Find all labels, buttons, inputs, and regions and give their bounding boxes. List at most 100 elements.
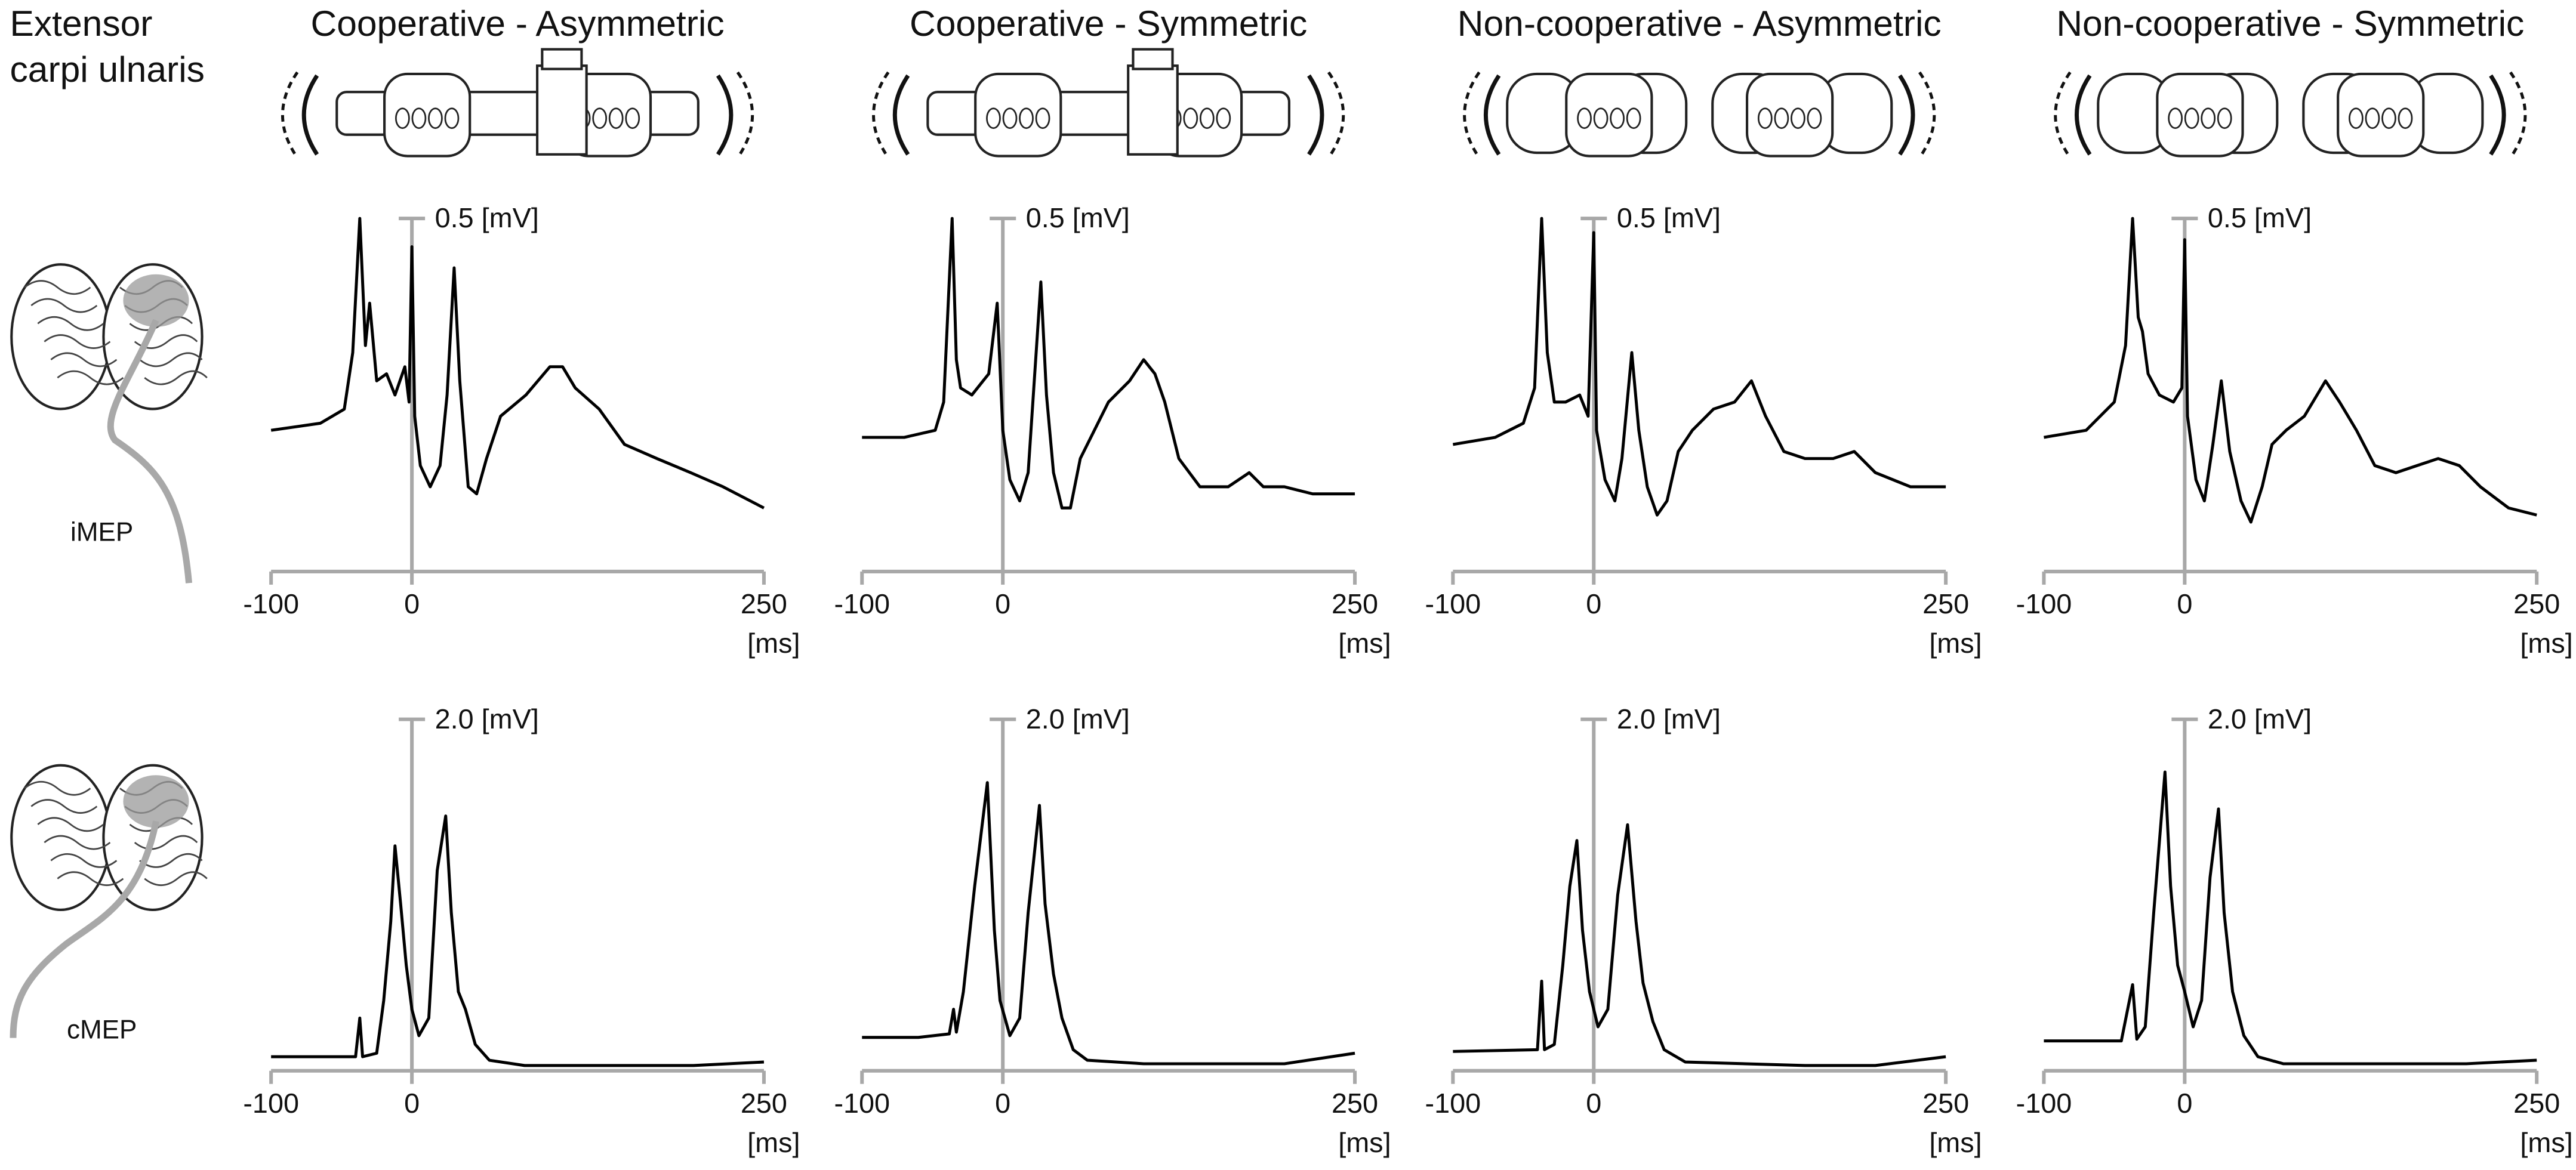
knuckle	[608, 107, 624, 129]
pathway	[10, 820, 159, 1038]
panel-title: Non-cooperative - Asymmetric	[1458, 3, 1942, 44]
knuckle	[2398, 107, 2413, 129]
knuckle	[1626, 107, 1641, 129]
clamp	[536, 64, 588, 156]
knuckle	[1002, 107, 1018, 129]
knuckle	[1035, 107, 1050, 129]
gyrus	[44, 334, 111, 349]
x-axis-label: [ms]	[2520, 1127, 2572, 1158]
rotation-arrow	[736, 71, 754, 159]
x-tick-label: 0	[2177, 1088, 2192, 1119]
x-tick-label: 0	[1586, 1088, 1601, 1119]
bimanual-device	[2054, 71, 2527, 159]
panel-title: Non-cooperative - Symmetric	[2056, 3, 2524, 44]
panel-title: Cooperative - Asymmetric	[310, 3, 724, 44]
rotation-arrow	[1898, 74, 1915, 156]
hand	[1565, 72, 1653, 158]
x-tick-label: 0	[995, 588, 1010, 619]
gyrus	[24, 781, 91, 796]
knuckle	[1199, 107, 1215, 129]
gyrus	[50, 853, 118, 868]
hand	[383, 72, 472, 158]
panel: -100 0 250 [ms] 2.0 [mV]	[2016, 703, 2573, 1158]
knuckle	[1216, 107, 1231, 129]
x-tick-label: -100	[1425, 588, 1481, 619]
gyrus	[139, 853, 203, 868]
x-axis-label: [ms]	[1338, 628, 1391, 659]
knuckle	[592, 107, 608, 129]
gyrus	[144, 871, 208, 886]
rotation-arrow	[301, 74, 319, 156]
x-tick-label: -100	[834, 588, 890, 619]
y-tick-label: 2.0 [mV]	[435, 703, 539, 734]
motor-area	[123, 274, 189, 327]
knuckle	[1791, 107, 1805, 129]
y-tick-label: 0.5 [mV]	[2208, 202, 2312, 233]
panel: -100 0 250 [ms] 2.0 [mV]	[1425, 703, 1982, 1158]
knuckle	[2168, 107, 2183, 129]
x-tick-label: 0	[995, 1088, 1010, 1119]
trace	[1452, 217, 1946, 517]
panel-title: Cooperative - Symmetric	[910, 3, 1307, 44]
row-label: iMEP	[70, 517, 133, 547]
x-tick-label: -100	[243, 1088, 299, 1119]
gyrus	[139, 352, 203, 368]
knuckle	[1774, 107, 1789, 129]
brain-icon	[10, 263, 208, 584]
x-tick-label: -100	[2016, 1088, 2072, 1119]
rotation-arrow	[281, 71, 299, 159]
rotation-arrow	[2489, 74, 2506, 156]
gyrus	[144, 370, 208, 385]
hand	[2156, 72, 2244, 158]
x-axis-label: [ms]	[2520, 628, 2572, 659]
gyrus	[57, 871, 124, 886]
knuckle	[1757, 107, 1773, 129]
rotation-arrow	[1327, 71, 1345, 159]
x-tick-label: -100	[243, 588, 299, 619]
hand	[1745, 72, 1834, 158]
x-tick-label: 0	[1586, 588, 1601, 619]
rotation-arrow	[872, 71, 890, 159]
trace	[270, 217, 765, 510]
knuckle	[2184, 107, 2199, 129]
x-axis-label: [ms]	[1338, 1127, 1391, 1158]
trace	[862, 217, 1355, 510]
panel: Cooperative - Symmetric -100 0 250 [ms] 0.5 […	[834, 3, 1391, 659]
knuckle	[625, 107, 640, 129]
knuckle	[2217, 107, 2232, 129]
x-axis-label: [ms]	[1929, 628, 1982, 659]
x-tick-label: -100	[2016, 588, 2072, 619]
gyrus	[134, 835, 198, 850]
gyrus	[37, 316, 104, 331]
knuckle	[986, 107, 1001, 129]
x-tick-label: -100	[834, 1088, 890, 1119]
trace	[2044, 770, 2537, 1066]
x-tick-label: 250	[741, 588, 787, 619]
knuckle	[428, 107, 443, 129]
knuckle	[2365, 107, 2380, 129]
x-tick-label: 250	[2513, 1088, 2560, 1119]
rotation-arrow	[1918, 71, 1936, 159]
rotation-arrow	[1463, 71, 1481, 159]
knuckle	[1019, 107, 1034, 129]
panel: Non-cooperative - Asymmetric -100 0 250 [ms]…	[1425, 3, 1982, 659]
rotation-arrow	[716, 74, 734, 156]
dial	[1132, 48, 1174, 70]
x-tick-label: 0	[2177, 588, 2192, 619]
y-tick-label: 0.5 [mV]	[435, 202, 539, 233]
panel: Cooperative - Asymmetric -100 0 250 [ms] 0.5 …	[243, 3, 800, 659]
x-tick-label: 250	[1922, 588, 1969, 619]
knuckle	[1593, 107, 1609, 129]
x-tick-label: 250	[2513, 588, 2560, 619]
knuckle	[411, 107, 427, 129]
x-tick-label: 250	[1332, 1088, 1378, 1119]
gyrus	[24, 280, 91, 295]
x-tick-label: 0	[404, 588, 420, 619]
muscle-label: Extensor	[10, 3, 153, 44]
y-tick-label: 2.0 [mV]	[2208, 703, 2312, 734]
x-axis-label: [ms]	[747, 628, 800, 659]
y-tick-label: 0.5 [mV]	[1617, 202, 1721, 233]
gyrus	[44, 835, 111, 850]
rotation-arrow	[1484, 74, 1501, 156]
x-tick-label: 250	[741, 1088, 787, 1119]
